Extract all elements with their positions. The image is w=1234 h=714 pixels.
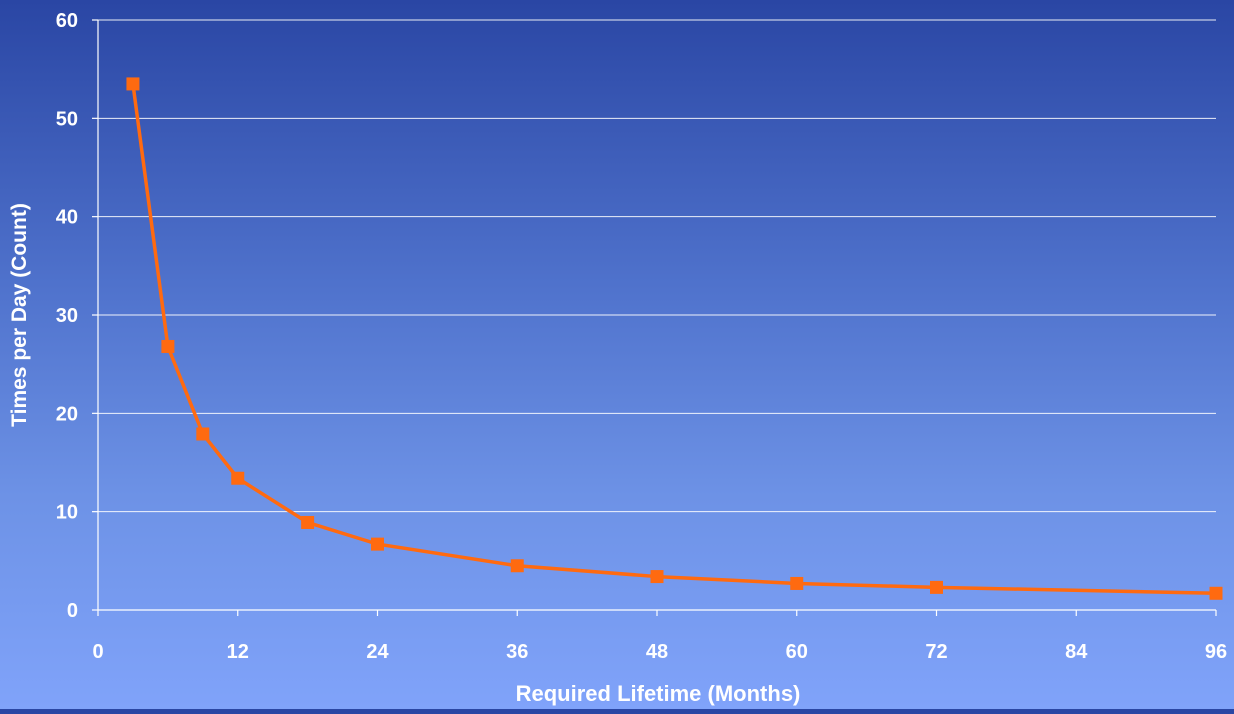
data-point-marker (650, 570, 664, 584)
y-tick-label: 30 (56, 305, 78, 327)
series-line (131, 83, 1217, 596)
data-point-marker (126, 77, 140, 91)
y-tick-label: 60 (56, 10, 78, 32)
data-point-marker (930, 580, 943, 594)
y-tick-label: 0 (67, 600, 78, 622)
data-point-marker (161, 339, 175, 353)
x-tick-label: 96 (1205, 641, 1227, 663)
x-axis-title: Required Lifetime (Months) (516, 681, 801, 706)
y-tick-label: 40 (56, 207, 78, 229)
y-tick-label: 20 (56, 403, 78, 425)
x-tick-label: 0 (92, 641, 103, 663)
series-layer (126, 77, 1223, 600)
axis-layer (97, 20, 1216, 611)
x-tick-label: 84 (1065, 641, 1088, 663)
data-point-marker (196, 427, 210, 441)
x-tick-label: 24 (366, 641, 389, 663)
x-tick-label: 48 (646, 641, 668, 663)
x-tick-label: 12 (227, 641, 249, 663)
data-point-marker (510, 559, 524, 573)
grid-layer (92, 19, 1217, 616)
x-tick-label: 36 (506, 641, 528, 663)
x-tick-label: 60 (786, 641, 808, 663)
y-axis-title: Times per Day (Count) (8, 203, 31, 427)
data-point-marker (301, 515, 315, 529)
tick-labels: 0 10 20 30 40 50 60 0 12 24 36 48 60 72 84 96 (56, 10, 1227, 663)
y-tick-label: 10 (56, 502, 78, 524)
x-tick-label: 72 (925, 641, 947, 663)
data-point-marker (231, 471, 245, 485)
data-point-marker (371, 537, 384, 551)
data-point-marker (1209, 586, 1223, 600)
y-tick-label: 50 (56, 108, 78, 130)
data-point-marker (790, 576, 804, 590)
